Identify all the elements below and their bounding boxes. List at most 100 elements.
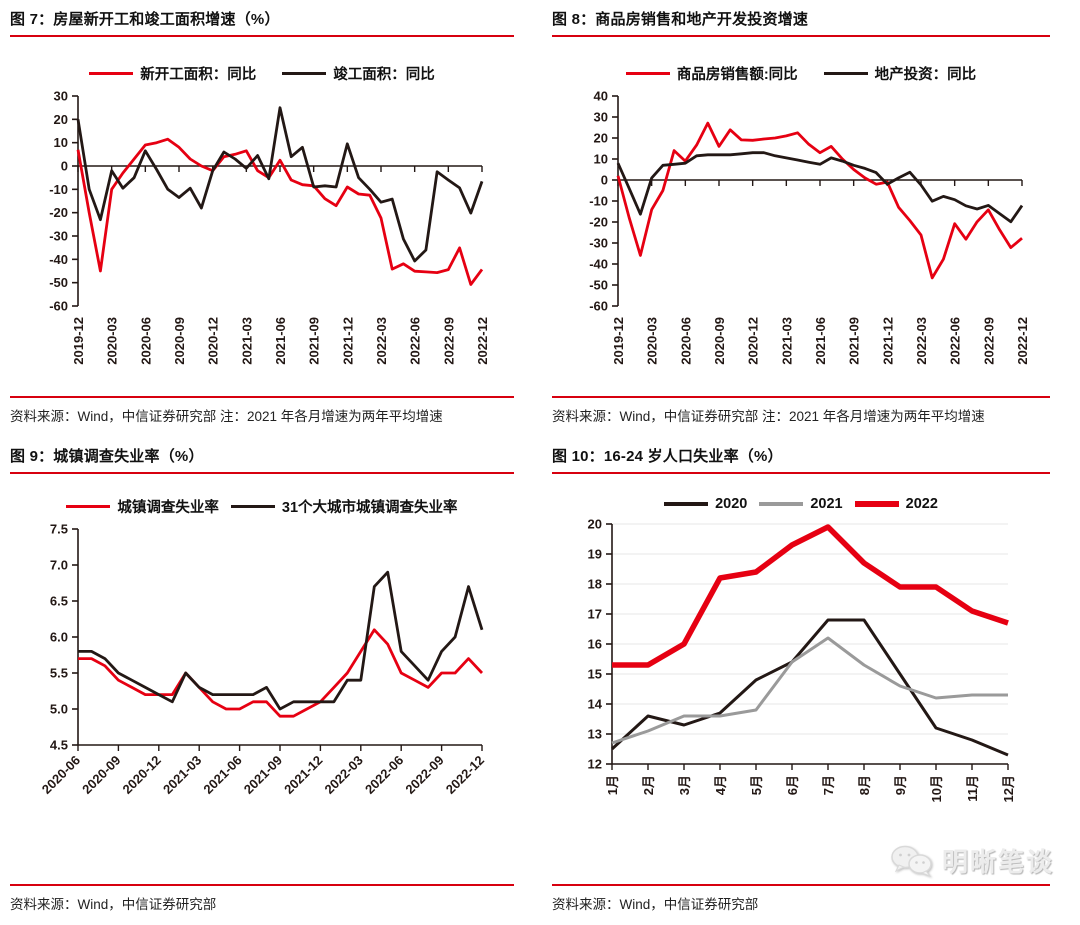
legend-swatch-2020-line [664,502,709,506]
svg-text:-40: -40 [589,257,608,272]
svg-text:5.5: 5.5 [50,666,68,681]
watermark: 明晰笔谈 [890,842,1054,879]
svg-text:7.5: 7.5 [50,522,68,537]
svg-text:-40: -40 [49,252,68,267]
svg-text:-10: -10 [589,194,608,209]
svg-text:2月: 2月 [641,775,656,795]
svg-text:11月: 11月 [965,775,980,802]
svg-text:1月: 1月 [605,775,620,795]
svg-text:2022-03: 2022-03 [374,317,389,365]
legend-item: 2020 [664,496,747,512]
svg-text:5.0: 5.0 [50,702,68,717]
svg-text:2021-12: 2021-12 [281,753,325,797]
source-text: 资料来源：Wind，中信证券研究部 注：2021 年各月增速为两年平均增速 [552,409,985,424]
watermark-text: 明晰笔谈 [941,847,1054,877]
legend-item: 地产投资：同比 [823,63,976,84]
figure-7-panel: 图 7：房屋新开工和竣工面积增速（%） 新开工面积：同比 竣工面积：同比 30 2… [0,0,540,437]
source-text: 资料来源：Wind，中信证券研究部 注：2021 年各月增速为两年平均增速 [10,409,443,424]
svg-text:-20: -20 [589,215,608,230]
figure-9-title: 图 9：城镇调查失业率（%） [10,443,514,474]
legend-swatch-red-line [89,71,134,76]
figure-9-panel: 图 9：城镇调查失业率（%） 城镇调查失业率 31个大城市城镇调查失业率 7.5… [0,437,540,925]
svg-text:2021-12: 2021-12 [880,317,895,365]
svg-text:2019-12: 2019-12 [611,317,626,365]
svg-text:-50: -50 [589,278,608,293]
svg-text:17: 17 [588,607,602,622]
legend-label: 新开工面积：同比 [140,67,257,83]
legend-label: 2022 [905,496,938,512]
svg-text:2021-09: 2021-09 [307,317,322,365]
svg-text:-20: -20 [49,205,68,220]
svg-text:20: 20 [54,112,68,127]
svg-text:2021-06: 2021-06 [813,317,828,365]
svg-text:2021-03: 2021-03 [239,317,254,365]
figure-10-source: 资料来源：Wind，中信证券研究部 [552,884,1050,925]
svg-text:2020-12: 2020-12 [746,317,761,365]
svg-text:2022-09: 2022-09 [441,317,456,365]
svg-text:20: 20 [588,517,602,532]
svg-text:2020-12: 2020-12 [120,753,164,797]
svg-text:10: 10 [594,152,608,167]
source-text: 资料来源：Wind，中信证券研究部 [10,897,217,912]
figure-8-legend: 商品房销售额:同比 地产投资：同比 [552,63,1050,84]
figure-7-source: 资料来源：Wind，中信证券研究部 注：2021 年各月增速为两年平均增速 [10,396,514,437]
svg-text:2020-03: 2020-03 [645,317,660,365]
figure-8-title: 图 8：商品房销售和地产开发投资增速 [552,6,1050,37]
svg-text:2022-06: 2022-06 [408,317,423,365]
svg-text:2022-12: 2022-12 [475,317,490,365]
legend-swatch-2021-line [759,502,804,506]
svg-text:-30: -30 [589,236,608,251]
wechat-icon [891,845,932,877]
svg-text:3月: 3月 [677,775,692,795]
legend-item: 2022 [854,496,938,512]
svg-text:8月: 8月 [857,775,872,795]
svg-text:2020-09: 2020-09 [712,317,727,365]
svg-text:4.5: 4.5 [50,738,68,753]
svg-text:2020-06: 2020-06 [138,317,153,365]
svg-text:30: 30 [594,110,608,125]
svg-text:2019-12: 2019-12 [71,317,86,365]
svg-text:2022-09: 2022-09 [981,317,996,365]
svg-text:6.0: 6.0 [50,630,68,645]
svg-text:9月: 9月 [893,775,908,795]
legend-label: 竣工面积：同比 [333,67,435,83]
svg-text:19: 19 [588,547,602,562]
legend-swatch-black-line [282,71,327,76]
svg-text:18: 18 [588,577,602,592]
svg-text:2020-12: 2020-12 [206,317,221,365]
legend-item: 2021 [759,496,843,512]
legend-label: 城镇调查失业率 [117,500,219,516]
svg-text:-60: -60 [49,299,68,314]
svg-text:0: 0 [601,173,608,188]
svg-text:2022-09: 2022-09 [402,753,446,797]
svg-text:2022-12: 2022-12 [1015,317,1030,365]
svg-text:12月: 12月 [1001,775,1016,802]
legend-swatch-red-line [625,71,670,76]
legend-label: 31个大城市城镇调查失业率 [281,500,458,516]
svg-text:2021-09: 2021-09 [847,317,862,365]
figure-9-legend: 城镇调查失业率 31个大城市城镇调查失业率 [10,496,514,517]
svg-text:2021-06: 2021-06 [273,317,288,365]
figure-10-title: 图 10：16-24 岁人口失业率（%） [552,443,1050,474]
figure-7-legend: 新开工面积：同比 竣工面积：同比 [10,63,514,84]
figure-10-panel: 图 10：16-24 岁人口失业率（%） 2020 2021 2022 20 19… [540,437,1080,925]
svg-text:5月: 5月 [749,775,764,795]
svg-text:15: 15 [588,667,602,682]
svg-text:13: 13 [588,727,602,742]
svg-text:-10: -10 [49,182,68,197]
svg-text:6.5: 6.5 [50,594,68,609]
svg-text:7.0: 7.0 [50,558,68,573]
svg-text:2021-06: 2021-06 [200,753,244,797]
legend-label: 2020 [715,496,748,512]
figure-8-panel: 图 8：商品房销售和地产开发投资增速 商品房销售额:同比 地产投资：同比 40 3… [540,0,1080,437]
svg-text:-60: -60 [589,299,608,314]
svg-text:14: 14 [588,697,603,712]
legend-label: 2021 [810,496,843,512]
svg-text:7月: 7月 [821,775,836,795]
svg-text:2020-06: 2020-06 [678,317,693,365]
svg-text:2022-03: 2022-03 [914,317,929,365]
